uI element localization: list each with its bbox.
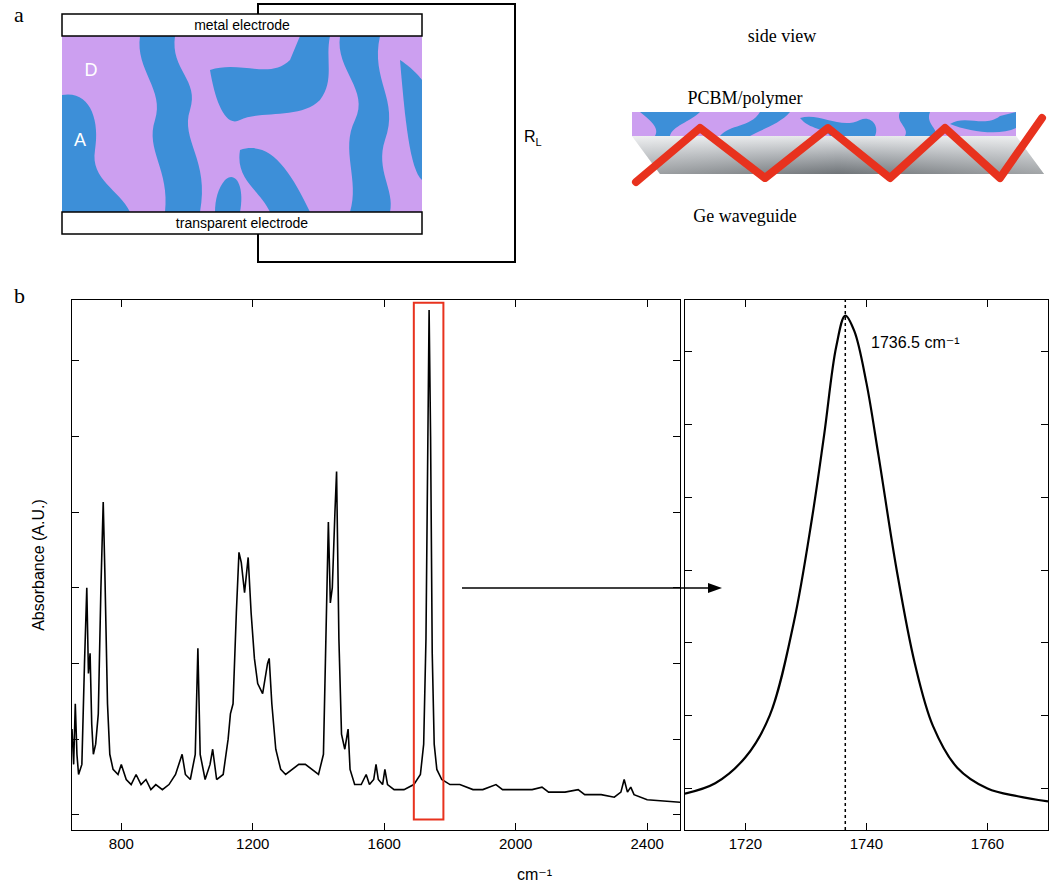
svg-text:transparent electrode: transparent electrode	[176, 215, 309, 231]
svg-text:1600: 1600	[368, 835, 401, 852]
svg-text:800: 800	[109, 835, 134, 852]
svg-text:2000: 2000	[499, 835, 532, 852]
svg-text:metal electrode: metal electrode	[194, 17, 290, 33]
svg-text:1736.5 cm⁻¹: 1736.5 cm⁻¹	[871, 334, 959, 351]
svg-text:A: A	[74, 130, 86, 150]
svg-text:side view: side view	[748, 26, 816, 46]
svg-text:1720: 1720	[729, 835, 762, 852]
svg-text:1740: 1740	[850, 835, 883, 852]
svg-text:cm⁻¹: cm⁻¹	[517, 866, 552, 883]
html-text:b: b	[14, 283, 25, 308]
svg-text:D: D	[85, 60, 98, 80]
svg-text:2400: 2400	[630, 835, 663, 852]
svg-text:Ge waveguide: Ge waveguide	[693, 206, 796, 226]
html-text:a: a	[14, 2, 24, 27]
svg-text:1760: 1760	[971, 835, 1004, 852]
svg-text:1200: 1200	[236, 835, 269, 852]
svg-text:PCBM/polymer: PCBM/polymer	[687, 88, 802, 108]
svg-text:Absorbance (A.U.): Absorbance (A.U.)	[30, 499, 47, 631]
svg-text:RL: RL	[524, 128, 542, 148]
